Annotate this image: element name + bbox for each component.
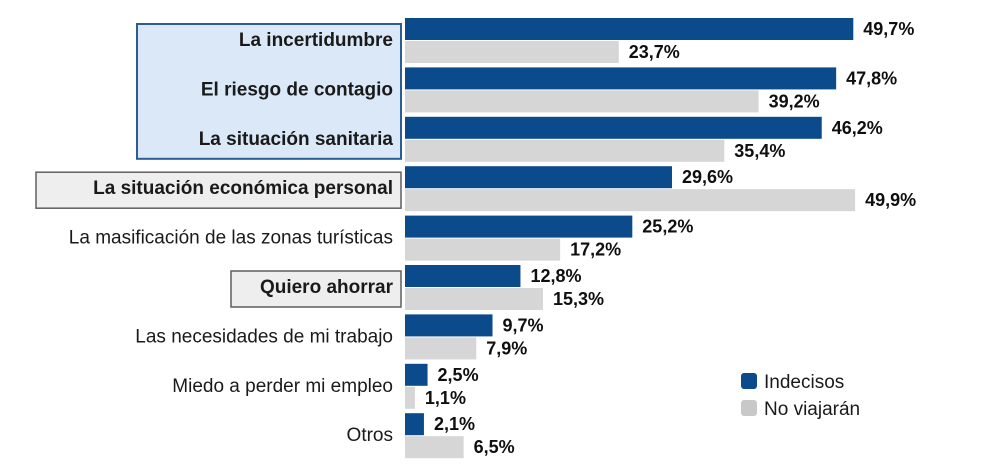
legend: Indecisos No viajarán [741,372,860,420]
highlight-boxes [35,23,402,308]
data-label: 25,2% [642,217,693,237]
legend-swatch-indecisos [741,373,757,389]
category-label: Quiero ahorrar [260,277,394,298]
category-label: La situación sanitaria [199,129,394,150]
bar-indecisos [405,413,424,436]
legend-swatch-no-viajaran [741,400,757,416]
data-label: 29,6% [682,167,733,187]
bar-no-viajaran [405,139,725,162]
category-label: El riesgo de contagio [201,79,393,100]
bar-indecisos [405,314,493,337]
category-labels: La incertidumbre El riesgo de contagio La … [69,30,394,446]
data-label: 2,1% [434,414,475,434]
highlight-box-1 [136,23,402,160]
category-label: Las necesidades de mi trabajo [135,326,393,347]
data-label: 47,8% [846,68,897,88]
data-label: 49,9% [865,190,916,210]
highlight-box-3 [230,270,402,308]
data-label: 17,2% [570,240,621,260]
bar-no-viajaran [405,90,759,113]
bar-no-viajaran [405,436,464,459]
highlight-box-2 [35,171,402,209]
bar-indecisos [405,166,672,189]
bar-no-viajaran [405,238,561,261]
data-label: 2,5% [438,365,479,385]
category-label: La masificación de las zonas turísticas [69,228,393,249]
category-label: Otros [347,425,393,446]
legend-label: Indecisos [764,372,844,393]
bar-indecisos [405,215,633,238]
bar-indecisos [405,67,837,90]
bar-no-viajaran [405,189,856,212]
data-label: 7,9% [486,338,527,358]
category-label: La incertidumbre [239,30,393,51]
bar-no-viajaran [405,41,619,63]
category-label: La situación económica personal [93,178,393,199]
data-label: 46,2% [832,118,883,138]
bar-no-viajaran [405,337,477,360]
bar-indecisos [405,265,521,287]
bar-no-viajaran [405,288,544,310]
bar-indecisos [405,363,428,386]
data-label: 1,1% [425,388,466,408]
value-labels: 49,7% 23,7% 47,8% 39,2% 46,2% 35,4%29,6% 49,9%… [425,19,916,457]
bar-no-viajaran [405,386,415,409]
data-label: 6,5% [474,437,515,457]
data-label: 49,7% [863,19,914,39]
data-label: 15,3% [553,289,604,309]
category-label: Miedo a perder mi empleo [172,376,393,397]
data-label: 35,4% [734,141,785,161]
data-label: 23,7% [629,42,680,62]
data-label: 39,2% [769,91,820,111]
legend-label: No viajarán [764,399,860,420]
data-label: 12,8% [530,266,581,286]
bar-indecisos [405,18,854,40]
bars-group [405,18,856,459]
bar-indecisos [405,116,822,139]
data-label: 9,7% [502,315,543,335]
